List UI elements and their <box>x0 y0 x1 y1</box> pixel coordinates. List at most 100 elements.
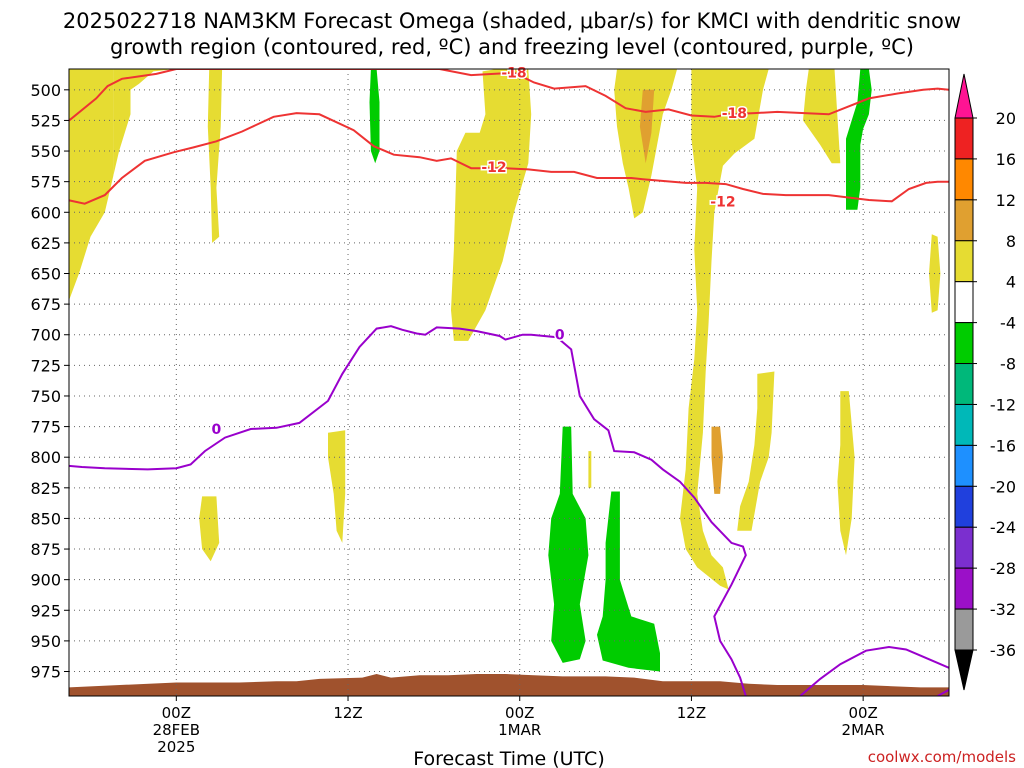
colorbar-label: 16 <box>996 150 1016 169</box>
credit-text: coolwx.com/models <box>868 748 1016 766</box>
colorbar-top-arrow <box>954 73 974 119</box>
colorbar-label: -12 <box>990 395 1016 414</box>
colorbar-label: 4 <box>1006 273 1016 292</box>
omega-region-18 <box>597 491 660 672</box>
y-tick-label: 575 <box>30 173 61 192</box>
y-tick-label: 725 <box>30 356 61 375</box>
omega-region-15 <box>369 69 380 164</box>
y-tick-label: 825 <box>30 479 61 498</box>
y-tick-label: 950 <box>30 632 61 651</box>
y-tick-label: 925 <box>30 601 61 620</box>
colorbar-label: -20 <box>990 477 1016 496</box>
omega-region-7 <box>199 496 220 562</box>
colorbar: 20 16 12 8 4 -4 -8 -12 -16 -20 -24 -28 -32 -36 <box>954 73 1016 691</box>
colorbar-label: -4 <box>1000 314 1016 333</box>
omega-region-1 <box>113 69 177 176</box>
contour-label: -12 <box>481 160 506 176</box>
colorbar-segment <box>954 403 974 446</box>
x-tick-label: 12Z <box>333 704 362 722</box>
omega-region-6 <box>803 69 841 164</box>
y-tick-label: 625 <box>30 234 61 253</box>
colorbar-label: -32 <box>990 600 1016 619</box>
contour-label: -18 <box>722 106 747 122</box>
omega-shading <box>69 69 941 672</box>
colorbar-segment <box>954 363 974 405</box>
x-tick-label: 1MAR <box>498 721 541 739</box>
y-tick-label: 775 <box>30 418 61 437</box>
colorbar-segment <box>954 567 974 610</box>
contour-label: 0 <box>212 422 222 438</box>
y-tick-label: 900 <box>30 571 61 590</box>
grid-lines <box>69 69 949 696</box>
omega-region-13 <box>639 89 655 164</box>
y-tick-label: 500 <box>30 81 61 100</box>
y-tick-label: 750 <box>30 387 61 406</box>
omega-region-0 <box>69 69 114 301</box>
y-tick-label: 675 <box>30 295 61 314</box>
y-tick-label: 600 <box>30 203 61 222</box>
colorbar-label: 20 <box>996 109 1016 128</box>
colorbar-label: -8 <box>1000 355 1016 374</box>
colorbar-segment <box>954 281 974 324</box>
x-tick-label: 00Z <box>505 704 534 722</box>
colorbar-segment <box>954 485 974 528</box>
colorbar-segment <box>954 526 974 569</box>
colorbar-segment <box>954 608 974 651</box>
y-tick-label: 975 <box>30 663 61 682</box>
chart-title-line1: 2025022718 NAM3KM Forecast Omega (shaded… <box>63 9 961 33</box>
x-tick-label: 00Z <box>162 704 191 722</box>
colorbar-label: 8 <box>1006 232 1016 251</box>
omega-region-10 <box>837 391 855 556</box>
omega-region-5 <box>680 69 769 590</box>
colorbar-segment <box>954 199 974 242</box>
y-axis-ticks: 500 525 550 575 600 625 650 675 700 725 750 775 800 8… <box>30 81 69 682</box>
x-tick-label: 12Z <box>677 704 706 722</box>
colorbar-segment <box>954 158 974 201</box>
colorbar-bottom-arrow <box>954 649 974 691</box>
y-tick-label: 800 <box>30 448 61 467</box>
colorbar-segment <box>954 117 974 160</box>
omega-region-17 <box>548 426 589 663</box>
terrain-fill <box>69 674 949 696</box>
contour-line-4 <box>937 689 949 696</box>
contour-lines <box>69 69 949 696</box>
omega-region-9 <box>737 371 775 531</box>
colorbar-segment <box>954 322 974 365</box>
x-tick-label: 00Z <box>848 704 877 722</box>
contour-line-3 <box>799 645 949 696</box>
colorbar-label: 12 <box>996 191 1016 210</box>
x-tick-label: 2025 <box>157 738 195 756</box>
y-tick-label: 875 <box>30 540 61 559</box>
contour-label: -12 <box>710 194 735 210</box>
x-tick-label: 2MAR <box>842 721 885 739</box>
y-tick-label: 850 <box>30 509 61 528</box>
y-tick-label: 525 <box>30 111 61 130</box>
terrain-area <box>69 674 949 696</box>
omega-region-16 <box>846 69 872 210</box>
x-axis-label: Forecast Time (UTC) <box>413 748 604 768</box>
omega-region-3 <box>451 69 532 341</box>
plot-area: -18 -18 -12 -12 0 0 <box>68 64 950 697</box>
x-tick-label: 28FEB <box>153 721 200 739</box>
colorbar-label: -16 <box>990 436 1016 455</box>
colorbar-label: -28 <box>990 559 1016 578</box>
colorbar-segment <box>954 444 974 487</box>
contour-line-2 <box>69 325 747 696</box>
contour-label: -18 <box>501 66 526 82</box>
omega-region-8 <box>328 430 346 543</box>
omega-region-2 <box>207 69 223 243</box>
omega-region-14 <box>711 426 723 494</box>
chart-title-line2: growth region (contoured, red, ºC) and f… <box>110 35 914 59</box>
colorbar-label: -36 <box>990 641 1016 660</box>
y-tick-label: 650 <box>30 265 61 284</box>
y-tick-label: 700 <box>30 326 61 345</box>
colorbar-label: -24 <box>990 518 1016 537</box>
contour-line-1 <box>69 112 949 205</box>
omega-region-12 <box>588 451 592 488</box>
plot-frame <box>68 68 950 697</box>
contour-label: 0 <box>555 328 565 344</box>
colorbar-segment <box>954 240 974 283</box>
contour-line-0 <box>69 69 949 122</box>
